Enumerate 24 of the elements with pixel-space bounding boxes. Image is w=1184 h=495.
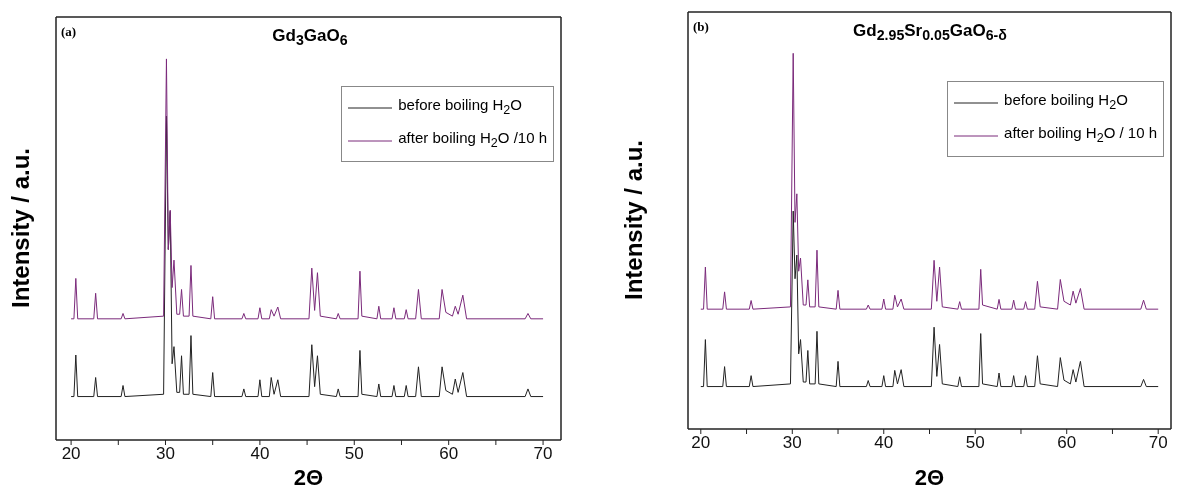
x-tick-label: 20 [691,433,711,453]
x-tick-label: 50 [344,444,364,464]
text: (b) [693,19,709,35]
x-tick-label: 20 [61,444,81,464]
x-tick-label: 70 [533,444,553,464]
text: (a) [61,24,77,40]
x-tick-label: 70 [1148,433,1168,453]
x-tick-label: 30 [156,444,175,464]
x-axis-title: 2Θ [292,465,325,491]
y-axis-title: Intensity / a.u. [620,139,648,302]
x-tick-label: 60 [1057,433,1077,453]
x-tick-label: 60 [439,444,459,464]
legend-label: before boiling H$_{2}$O [1004,90,1128,114]
legend-label: after boiling H$_{2}$O /10 h [398,128,547,152]
x-tick-label: 30 [782,433,802,453]
x-tick-label: 40 [874,433,894,453]
legend-label: after boiling H$_{2}$O / 10 h [1004,123,1157,147]
chart-title: Gd$_{3}$GaO$_{6}$ [271,26,349,49]
y-axis-title: Intensity / a.u. [7,147,35,310]
chart-title: Gd$_{2.95}$Sr$_{0.05}$GaO$_{6-δ}$ [852,21,1008,44]
legend-label: before boiling H$_{2}$O [398,95,522,119]
x-tick-label: 40 [250,444,270,464]
x-tick-label: 50 [965,433,985,453]
x-axis-title: 2Θ [913,465,946,491]
